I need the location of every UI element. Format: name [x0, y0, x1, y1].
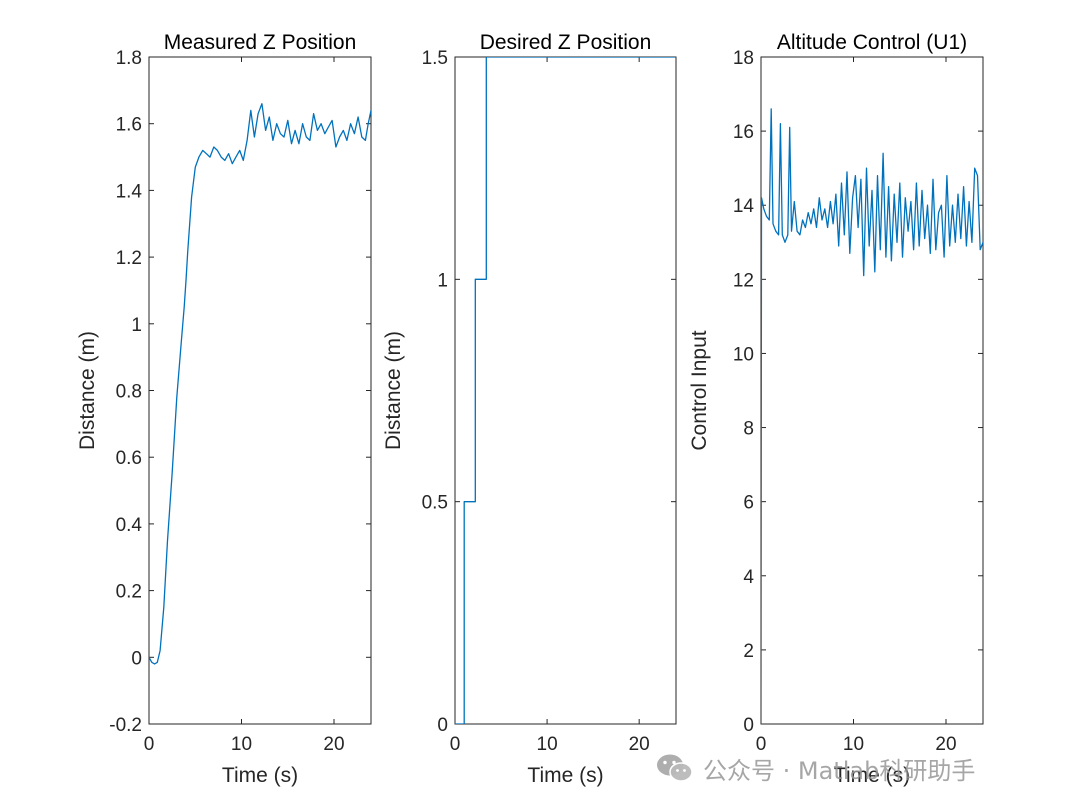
axes-box	[148, 56, 372, 725]
y-tick-label: 16	[733, 122, 754, 143]
y-tick-label: 14	[733, 196, 755, 217]
y-tick-label: 12	[733, 270, 754, 291]
y-axis-label: Control Input	[688, 330, 711, 450]
series-line-z	[149, 103, 371, 665]
subplot-2: 0 10 20 0 0.5 1 1.5 Desired Z Position Time (s) D…	[382, 31, 677, 787]
y-axis-label: Distance (m)	[382, 331, 405, 450]
subplot-1: 0 10 20-0.200.20.40.60.811.21.41.61.8Measu…	[76, 31, 372, 787]
x-tick-label: 0	[144, 734, 155, 755]
x-tick-label: 0	[450, 734, 461, 755]
x-tick-label: 10	[537, 734, 558, 755]
x-axis-label: Time (s)	[222, 764, 298, 787]
y-tick-label: -0.2	[109, 715, 142, 736]
x-axis-label: Time (s)	[834, 764, 910, 787]
y-tick-label: 1.2	[116, 248, 142, 269]
axes-box	[760, 56, 984, 725]
x-tick-label: 10	[843, 734, 864, 755]
x-axis-label: Time (s)	[527, 764, 603, 787]
y-tick-label: 0.8	[116, 382, 142, 403]
y-tick-label: 0.6	[116, 448, 142, 469]
y-tick-label: 1.8	[116, 48, 142, 69]
y-tick-label: 1.6	[116, 115, 142, 136]
y-tick-label: 0	[743, 715, 754, 736]
x-tick-label: 10	[231, 734, 252, 755]
subplot-3: 0 10 20 0 2 4 6 8 10 12 14 16 18 Altitude Control (U1…	[688, 31, 984, 787]
y-tick-label: 0.5	[422, 493, 448, 514]
x-tick-label: 20	[935, 734, 956, 755]
axes-box	[454, 56, 677, 725]
x-tick-label: 20	[629, 734, 650, 755]
y-axis-label: Distance (m)	[76, 331, 99, 450]
y-tick-label: 0.2	[116, 582, 142, 603]
series-line-z_desired	[455, 57, 676, 724]
y-tick-label: 1.4	[116, 181, 143, 202]
x-tick-label: 20	[323, 734, 344, 755]
x-tick-label: 0	[756, 734, 767, 755]
y-tick-label: 2	[743, 641, 754, 662]
y-tick-label: 1.5	[422, 48, 448, 69]
y-tick-label: 1	[131, 315, 142, 336]
y-tick-label: 8	[743, 419, 754, 440]
y-tick-label: 0	[437, 715, 448, 736]
y-tick-label: 18	[733, 48, 754, 69]
chart-title: Desired Z Position	[480, 31, 652, 54]
chart-title: Altitude Control (U1)	[777, 31, 967, 54]
chart-title: Measured Z Position	[164, 31, 357, 54]
y-tick-label: 4	[743, 567, 754, 588]
y-tick-label: 10	[733, 344, 754, 365]
y-tick-label: 1	[437, 270, 448, 291]
series-line-u1	[761, 108, 983, 724]
y-tick-label: 0	[131, 648, 142, 669]
y-tick-label: 6	[743, 493, 754, 514]
y-tick-label: 0.4	[116, 515, 143, 536]
